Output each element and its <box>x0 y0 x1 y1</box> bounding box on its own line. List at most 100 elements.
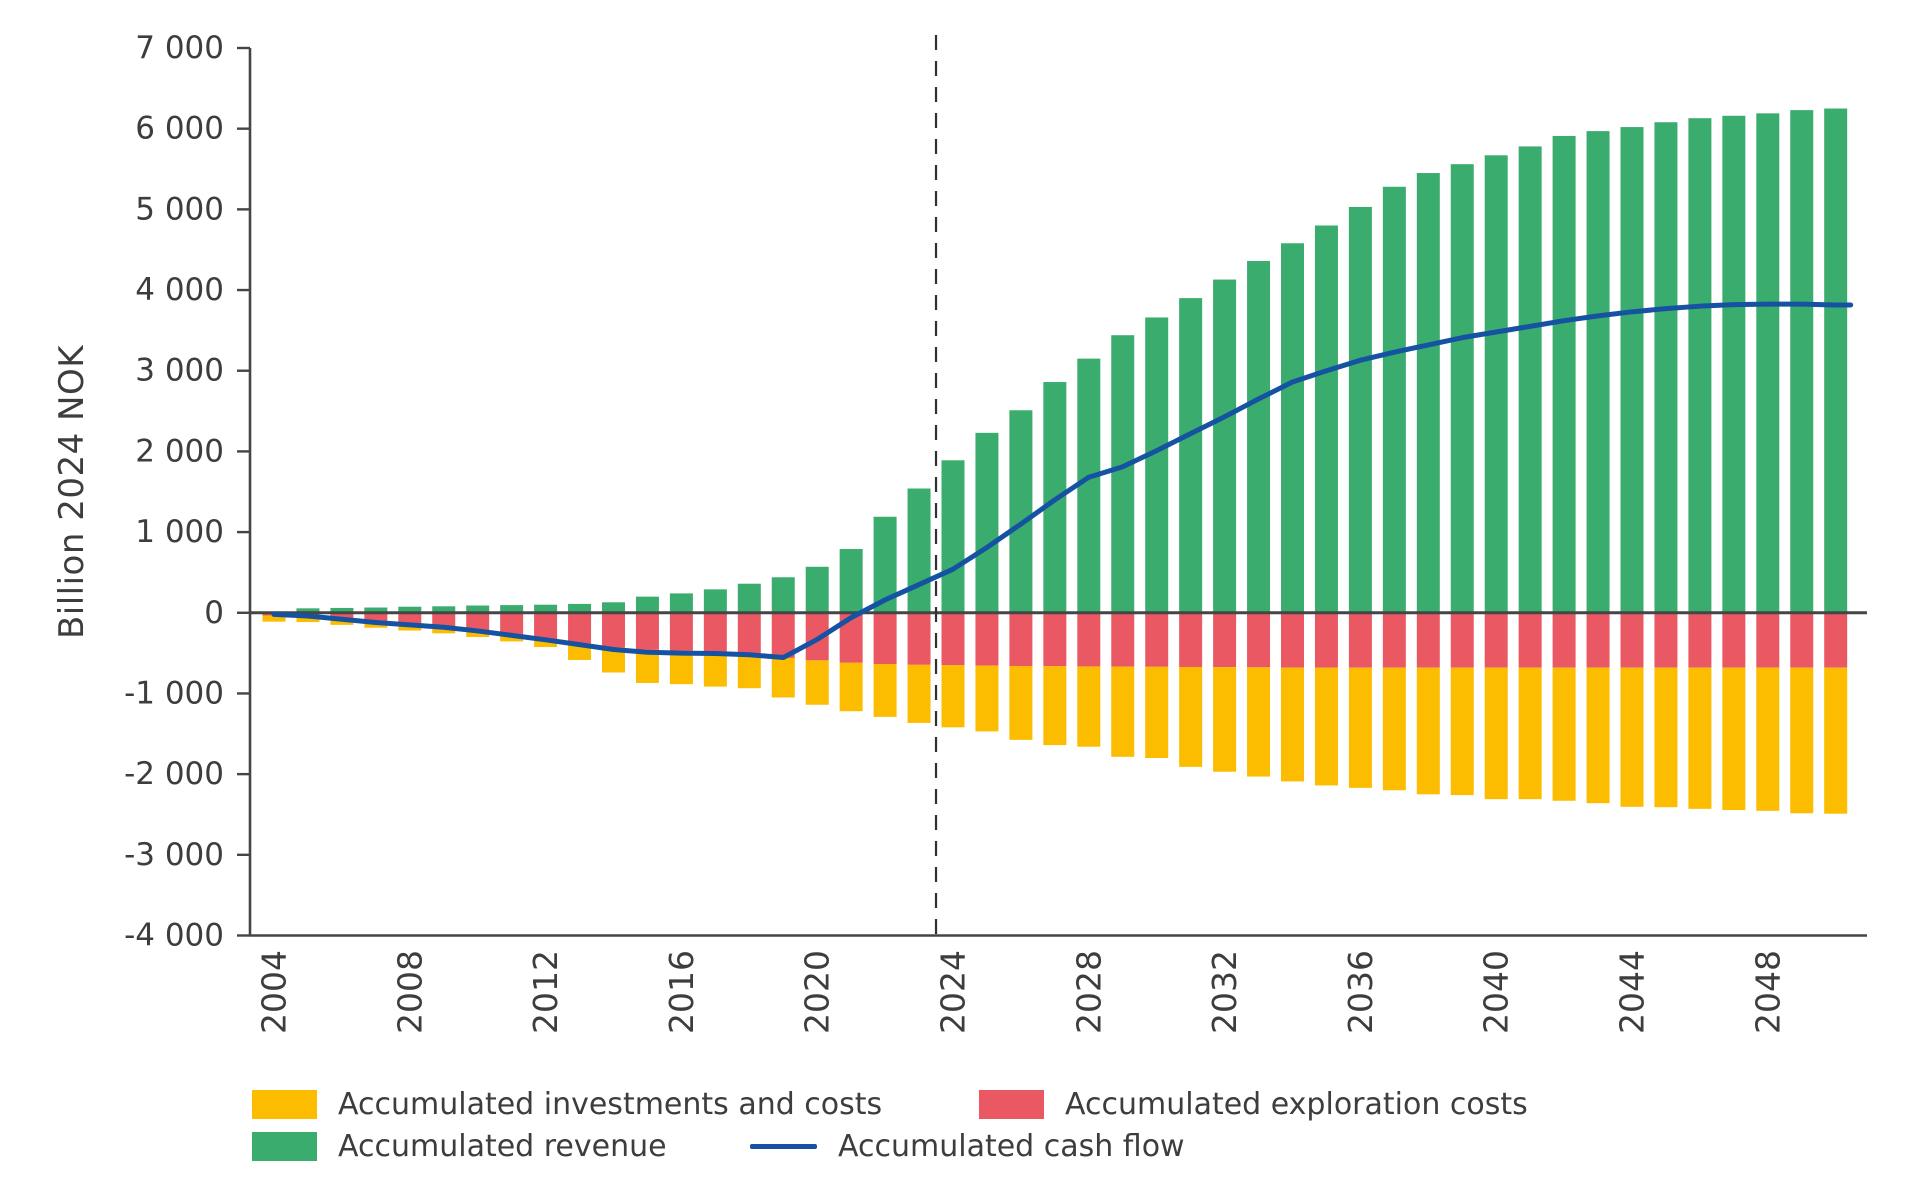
bar-exploration-2014 <box>602 612 625 648</box>
legend-swatch-revenue-icon <box>252 1131 317 1161</box>
bar-investments-2048 <box>1756 667 1780 811</box>
bar-investments-2033 <box>1247 667 1271 777</box>
legend-label-exploration: Accumulated exploration costs <box>1065 1086 1528 1122</box>
bar-revenue-2029 <box>1111 335 1135 613</box>
bar-exploration-2043 <box>1586 612 1610 668</box>
bar-investments-2041 <box>1518 667 1542 800</box>
bar-exploration-2047 <box>1722 612 1746 668</box>
bar-investments-2024 <box>941 665 965 728</box>
bar-revenue-2034 <box>1281 243 1304 613</box>
bar-investments-2022 <box>873 664 897 717</box>
bar-revenue-2018 <box>737 583 761 613</box>
bar-revenue-2020 <box>805 566 829 613</box>
bar-exploration-2034 <box>1281 612 1304 668</box>
bar-revenue-2041 <box>1518 146 1542 613</box>
legend-label-cashflow: Accumulated cash flow <box>838 1128 1185 1164</box>
bar-exploration-2010 <box>466 612 490 631</box>
bar-revenue-2021 <box>839 549 863 613</box>
x-tick-label: 2032 <box>1205 950 1244 1034</box>
x-tick-label: 2044 <box>1613 950 1652 1034</box>
bar-investments-2009 <box>432 626 456 634</box>
y-tick-label: 5 000 <box>135 191 224 227</box>
y-tick-label: 4 000 <box>135 272 224 308</box>
bar-exploration-2012 <box>534 612 558 639</box>
legend-item-revenue: Accumulated revenue <box>252 1129 667 1164</box>
bar-exploration-2027 <box>1043 612 1067 667</box>
bar-exploration-2040 <box>1484 612 1508 668</box>
bar-investments-2018 <box>737 653 761 689</box>
bar-exploration-2023 <box>907 612 931 665</box>
y-tick-label: -2 000 <box>124 756 224 792</box>
bar-revenue-2016 <box>669 593 693 613</box>
bar-exploration-2028 <box>1077 612 1101 667</box>
bar-exploration-2007 <box>364 612 388 623</box>
bar-investments-2037 <box>1382 667 1406 791</box>
bar-revenue-2009 <box>432 606 456 613</box>
bar-investments-2011 <box>500 634 524 642</box>
bar-revenue-2036 <box>1348 206 1372 613</box>
legend-swatch-exploration-icon <box>979 1089 1044 1119</box>
bar-exploration-2042 <box>1552 612 1576 668</box>
bar-exploration-2045 <box>1654 612 1678 668</box>
bar-exploration-2050 <box>1824 612 1848 668</box>
y-tick-label: -4 000 <box>124 918 224 954</box>
bar-investments-2021 <box>839 662 863 712</box>
bar-revenue-2013 <box>568 603 592 613</box>
bar-revenue-2049 <box>1790 110 1814 613</box>
bar-exploration-2033 <box>1247 612 1271 668</box>
x-tick-label: 2008 <box>390 950 429 1034</box>
bar-exploration-2029 <box>1111 612 1135 667</box>
x-tick-label: 2048 <box>1748 950 1787 1034</box>
bar-revenue-2025 <box>975 432 999 613</box>
bar-investments-2032 <box>1213 667 1237 772</box>
bar-revenue-2007 <box>364 607 388 613</box>
x-tick-label: 2016 <box>662 950 701 1034</box>
bar-exploration-2009 <box>432 612 456 627</box>
bar-revenue-2028 <box>1077 358 1101 613</box>
bar-investments-2010 <box>466 630 490 637</box>
bar-exploration-2013 <box>568 612 592 644</box>
bar-revenue-2044 <box>1620 127 1644 613</box>
bar-revenue-2026 <box>1009 410 1033 613</box>
bar-exploration-2031 <box>1179 612 1203 667</box>
bar-investments-2042 <box>1552 667 1576 801</box>
bar-exploration-2015 <box>635 612 659 650</box>
legend-item-cashflow: Accumulated cash flow <box>750 1128 1185 1164</box>
y-tick-label: 7 000 <box>135 30 224 66</box>
bar-investments-2046 <box>1688 667 1712 809</box>
bar-revenue-2040 <box>1484 155 1508 613</box>
bar-investments-2019 <box>771 657 795 698</box>
y-tick-label: -3 000 <box>124 837 224 873</box>
bar-exploration-2039 <box>1450 612 1474 668</box>
bar-revenue-2039 <box>1450 164 1474 613</box>
bar-investments-2029 <box>1111 666 1135 757</box>
bar-revenue-2010 <box>466 605 490 613</box>
bar-exploration-2018 <box>737 612 761 654</box>
bar-revenue-2038 <box>1416 173 1440 613</box>
legend-swatch-cashflow-line-icon <box>750 1143 817 1149</box>
bar-revenue-2037 <box>1382 186 1406 613</box>
bar-exploration-2038 <box>1416 612 1440 668</box>
bar-investments-2023 <box>907 664 931 723</box>
bar-revenue-2011 <box>500 605 524 613</box>
bar-exploration-2037 <box>1382 612 1406 668</box>
bar-revenue-2033 <box>1247 261 1271 613</box>
bar-investments-2006 <box>330 620 354 625</box>
bar-exploration-2008 <box>398 612 422 625</box>
bar-revenue-2006 <box>330 607 354 613</box>
bar-investments-2012 <box>534 638 558 648</box>
bar-revenue-2032 <box>1213 279 1237 613</box>
bar-revenue-2030 <box>1145 317 1169 613</box>
bar-exploration-2019 <box>771 612 795 658</box>
bar-investments-2026 <box>1009 666 1033 740</box>
bar-investments-2043 <box>1586 667 1610 804</box>
x-tick-label: 2024 <box>934 950 973 1034</box>
bar-revenue-2015 <box>635 596 659 613</box>
bar-investments-2005 <box>296 617 320 623</box>
bar-revenue-2017 <box>703 589 727 613</box>
bar-revenue-2050 <box>1824 108 1848 613</box>
bar-exploration-2035 <box>1314 612 1338 668</box>
bar-investments-2047 <box>1722 667 1746 811</box>
bar-exploration-2016 <box>669 612 693 651</box>
bar-exploration-2026 <box>1009 612 1033 667</box>
